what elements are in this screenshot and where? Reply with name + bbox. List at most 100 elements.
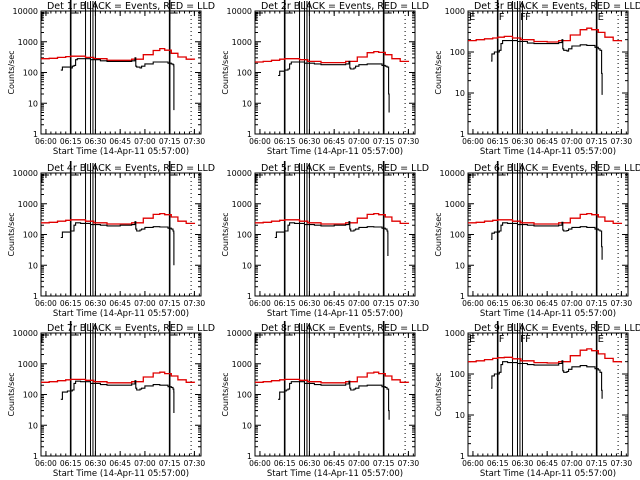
plot-panel-7: Det 7r BLACK = Events, RED = LLD 1 10 100 10… — [7, 321, 215, 479]
x-tick-label: 07:15 — [373, 137, 395, 146]
plot-title: Det 1r BLACK = Events, RED = LLD — [47, 1, 215, 12]
plot-panel-3: Det 3r BLACK = Events, RED = LLD 1 10 100 10… — [434, 0, 640, 157]
marker-flag — [169, 12, 178, 21]
x-tick-label: 06:00 — [462, 137, 484, 146]
y-axis-label: Counts/sec — [434, 50, 443, 94]
marker-flag — [255, 334, 263, 343]
y-tick-label: 10000 — [440, 169, 465, 178]
x-tick-label: 06:00 — [35, 137, 57, 146]
plot-panel-5: Det 5r BLACK = Events, RED = LLD 1 10 100 10… — [221, 161, 429, 319]
y-tick-label: 1 — [247, 130, 252, 139]
marker-flag — [169, 174, 178, 183]
y-tick-label: 10 — [455, 89, 465, 98]
y-tick-label: 10000 — [227, 329, 252, 338]
y-tick-label: 100 — [237, 231, 252, 240]
marker-flag — [255, 174, 263, 183]
x-tick-label: 06:45 — [109, 299, 131, 308]
marker-flag — [468, 174, 476, 183]
x-tick-label: 07:30 — [611, 137, 633, 146]
x-tick-label: 07:00 — [348, 299, 370, 308]
x-axis-label: Start Time (14-Apr-11 05:57:00) — [480, 147, 616, 157]
x-tick-label: 07:15 — [159, 459, 181, 468]
x-tick-label: 06:45 — [323, 137, 345, 146]
y-axis-label: Counts/sec — [7, 50, 16, 94]
y-tick-label: 10000 — [13, 329, 38, 338]
x-tick-label: 07:30 — [184, 459, 206, 468]
x-tick-label: 07:15 — [373, 299, 395, 308]
marker-flag — [383, 334, 392, 343]
y-tick-label: 10 — [242, 99, 252, 108]
y-tick-label: 100 — [23, 391, 38, 400]
plot-title: Det 9r BLACK = Events, RED = LLD — [474, 323, 640, 334]
y-tick-label: 10 — [28, 99, 38, 108]
plot-title: Det 5r BLACK = Events, RED = LLD — [261, 163, 429, 174]
plot-title: Det 8r BLACK = Events, RED = LLD — [261, 323, 429, 334]
marker-flag — [70, 12, 79, 21]
x-axis-label: Start Time (14-Apr-11 05:57:00) — [267, 309, 403, 319]
x-tick-label: 06:15 — [274, 459, 296, 468]
y-tick-label: 10000 — [13, 7, 38, 16]
x-tick-label: 06:30 — [299, 299, 321, 308]
x-tick-label: 07:15 — [159, 137, 181, 146]
plot-frame — [40, 172, 202, 297]
plot-frame — [40, 332, 202, 457]
series-events-line — [274, 221, 389, 256]
series-lld-line — [468, 27, 623, 43]
y-axis-label: Counts/sec — [221, 372, 230, 416]
marker-flag — [70, 334, 79, 343]
x-tick-label: 06:45 — [109, 459, 131, 468]
marker-label: F — [525, 12, 531, 23]
plot-frame — [254, 332, 416, 457]
y-tick-label: 1000 — [445, 329, 465, 338]
y-tick-label: 1 — [460, 452, 465, 461]
series-events-line — [60, 57, 175, 111]
y-tick-label: 1000 — [18, 360, 38, 369]
y-tick-label: 1 — [460, 130, 465, 139]
x-tick-label: 06:15 — [60, 137, 82, 146]
series-lld-line — [41, 212, 196, 225]
y-tick-label: 1000 — [232, 38, 252, 47]
x-tick-label: 06:30 — [512, 299, 534, 308]
series-events-line — [278, 60, 390, 113]
y-tick-label: 10 — [455, 411, 465, 420]
marker-label: F — [520, 334, 526, 345]
series-lld-line — [41, 47, 196, 61]
marker-flag — [255, 12, 263, 21]
series-events-line — [491, 39, 603, 95]
y-tick-label: 100 — [450, 48, 465, 57]
x-tick-label: 06:00 — [462, 299, 484, 308]
y-axis-label: Counts/sec — [221, 212, 230, 256]
x-tick-label: 06:30 — [299, 459, 321, 468]
x-tick-label: 07:30 — [398, 459, 420, 468]
x-tick-label: 07:15 — [159, 299, 181, 308]
series-lld-line — [468, 348, 623, 364]
y-tick-label: 1 — [33, 452, 38, 461]
x-tick-label: 07:30 — [184, 299, 206, 308]
x-tick-label: 06:00 — [249, 459, 271, 468]
x-tick-label: 07:30 — [611, 459, 633, 468]
x-tick-label: 06:15 — [487, 137, 509, 146]
x-tick-label: 07:00 — [348, 137, 370, 146]
marker-label: F — [499, 334, 505, 345]
y-tick-label: 1 — [247, 452, 252, 461]
plot-panel-4: Det 4r BLACK = Events, RED = LLD 1 10 100 10… — [7, 161, 215, 319]
y-tick-label: 100 — [450, 370, 465, 379]
plot-title: Det 6r BLACK = Events, RED = LLD — [474, 163, 640, 174]
x-axis-label: Start Time (14-Apr-11 05:57:00) — [480, 309, 616, 319]
plot-title: Det 2r BLACK = Events, RED = LLD — [261, 1, 429, 12]
y-axis-label: Counts/sec — [434, 372, 443, 416]
x-tick-label: 06:15 — [60, 459, 82, 468]
x-tick-label: 06:30 — [85, 459, 107, 468]
plot-title: Det 3r BLACK = Events, RED = LLD — [474, 1, 640, 12]
x-tick-label: 07:15 — [586, 137, 608, 146]
marker-label: F — [520, 12, 526, 23]
x-tick-label: 07:00 — [561, 459, 583, 468]
y-tick-label: 10 — [242, 421, 252, 430]
y-tick-label: 10 — [28, 261, 38, 270]
plot-title: Det 4r BLACK = Events, RED = LLD — [47, 163, 215, 174]
series-events-line — [491, 360, 603, 399]
marker-label: E — [469, 12, 475, 23]
x-tick-label: 06:30 — [85, 137, 107, 146]
x-tick-label: 06:45 — [323, 459, 345, 468]
x-tick-label: 07:15 — [373, 459, 395, 468]
